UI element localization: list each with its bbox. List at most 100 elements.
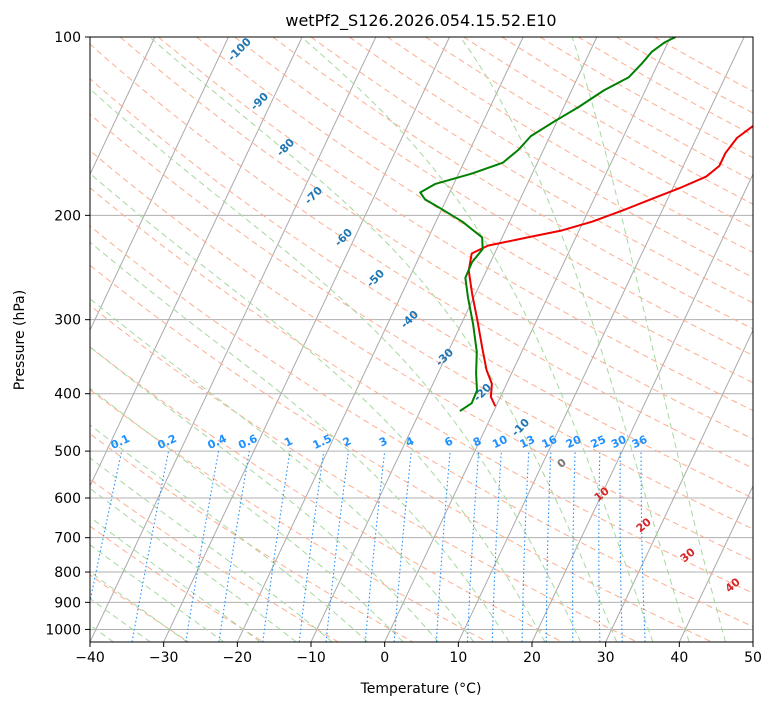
- isotherm-line: [90, 37, 303, 488]
- isotherm-label: -30: [433, 346, 456, 369]
- moist-adiabat-line: [90, 387, 404, 642]
- dry-adiabat-line: [348, 37, 753, 278]
- mixing-ratio-label: 0.6: [236, 432, 259, 452]
- mixing-ratio-line: [325, 451, 350, 642]
- dry-adiabat-line: [90, 389, 488, 642]
- mixing-ratio-line: [393, 451, 412, 642]
- dry-adiabat-line: [90, 149, 753, 562]
- dry-adiabat-line: [425, 37, 753, 229]
- dry-adiabat-line: [90, 478, 339, 642]
- dry-adiabat-line: [119, 37, 753, 440]
- mixing-ratio-line: [298, 451, 325, 642]
- mixing-ratio-line: [90, 450, 123, 605]
- moist-adiabat-line: [149, 37, 618, 642]
- mixing-ratio-line: [262, 451, 291, 642]
- moist-adiabat-line: [90, 571, 188, 642]
- isotherm-line: [605, 328, 753, 642]
- mixing-ratio-line: [131, 450, 170, 642]
- x-tick-label: −20: [223, 650, 253, 666]
- background-grid: [0, 37, 753, 642]
- mixing-ratio-label: 3: [377, 434, 389, 449]
- moist-adiabat-line: [90, 516, 261, 642]
- moist-adiabat-line: [90, 544, 225, 642]
- moist-adiabat-line: [301, 37, 654, 642]
- isotherm-line: [457, 37, 745, 642]
- mixing-ratio-label: 20: [564, 433, 584, 451]
- mixing-ratio-label: 1: [282, 434, 294, 449]
- isotherm-line: [90, 37, 229, 332]
- mixing-ratio-label: 36: [630, 433, 650, 451]
- plot-frame: [89, 36, 754, 643]
- dry-adiabat-line: [463, 37, 753, 205]
- dry-adiabat-line: [90, 574, 190, 642]
- y-tick-label: 400: [54, 387, 81, 403]
- mixing-ratio-label: 0.2: [156, 432, 179, 452]
- moist-adiabat-line: [90, 487, 297, 642]
- mixing-ratio-label: 0.1: [109, 432, 132, 452]
- mixing-ratio-line: [545, 451, 552, 642]
- y-tick-label: 1000: [45, 622, 81, 638]
- in-plot-labels: -100-90-80-70-60-50-40-30-20-100.1 0.2 0.4…: [109, 35, 743, 595]
- mixing-ratio-label: 25: [589, 433, 608, 451]
- dry-adiabat-line: [272, 37, 753, 330]
- dry-adiabat-line: [158, 37, 753, 412]
- mixing-ratio-label: 16: [540, 433, 560, 451]
- dry-adiabat-line: [577, 37, 753, 136]
- y-tick-label: 700: [54, 531, 81, 547]
- axes: −40 −30 −20 −10 0 10 20 30 40 5010020030040050060…: [45, 30, 762, 666]
- moist-adiabat-line: [459, 37, 690, 642]
- isotherm-line: [90, 37, 377, 642]
- moist-adiabat-line: [90, 88, 582, 642]
- y-tick-label: 300: [54, 313, 81, 329]
- isotherm-line: [0, 37, 7, 642]
- mixing-ratio-label: 1.5: [311, 432, 334, 452]
- mixing-ratio-label: 13: [518, 433, 537, 451]
- x-tick-label: 50: [744, 650, 762, 666]
- mixing-ratio-line: [598, 451, 601, 642]
- dry-adiabat-line: [90, 113, 753, 530]
- isotherm-label: -100: [225, 35, 254, 64]
- mixing-ratio-line: [185, 451, 220, 642]
- moist-adiabat-line: [90, 298, 475, 642]
- isotherm-line: [384, 37, 671, 642]
- mixing-ratio-line: [619, 451, 623, 642]
- moist-adiabat-label: 0: [555, 456, 569, 471]
- dry-adiabat-line: [387, 37, 753, 254]
- mixing-ratio-line: [364, 451, 386, 642]
- mixing-ratio-label: 30: [609, 433, 629, 451]
- x-axis-title: Temperature (°C): [360, 681, 482, 697]
- mixing-ratio-label: 6: [442, 434, 455, 449]
- mixing-ratio-label: 10: [490, 433, 510, 451]
- mixing-ratio-label: 2: [341, 434, 353, 449]
- mixing-ratio-line: [521, 451, 530, 642]
- y-tick-label: 900: [54, 595, 81, 611]
- isotherm-line: [163, 37, 450, 642]
- x-tick-label: −10: [296, 650, 326, 666]
- isotherm-line: [678, 484, 753, 642]
- moist-adiabat-label: 30: [678, 545, 698, 565]
- y-axis-title: Pressure (hPa): [12, 290, 28, 390]
- dry-adiabat-line: [90, 264, 712, 642]
- x-tick-label: 20: [523, 650, 541, 666]
- isotherm-label: -80: [274, 136, 297, 159]
- moist-adiabat-line: [90, 346, 439, 642]
- y-tick-label: 600: [54, 491, 81, 507]
- dry-adiabat-line: [90, 43, 753, 469]
- isotherm-line: [531, 173, 753, 642]
- moist-adiabat-label: 20: [634, 515, 654, 535]
- x-tick-label: −30: [149, 650, 179, 666]
- isotherm-label: -60: [332, 226, 355, 249]
- moist-adiabat-line: [90, 457, 333, 642]
- moist-adiabat-line: [90, 241, 510, 642]
- y-tick-label: 200: [54, 208, 81, 224]
- dry-adiabat-line: [90, 225, 753, 628]
- moist-adiabat-label: 40: [723, 575, 743, 595]
- moist-adiabat-line: [90, 424, 369, 642]
- dry-adiabat-line: [90, 187, 753, 594]
- x-tick-label: 10: [449, 650, 467, 666]
- mixing-ratio-line: [572, 451, 576, 642]
- chart-title: wetPf2_S126.2026.054.15.52.E10: [285, 11, 556, 31]
- dry-adiabat-line: [90, 525, 264, 642]
- x-tick-label: 30: [597, 650, 615, 666]
